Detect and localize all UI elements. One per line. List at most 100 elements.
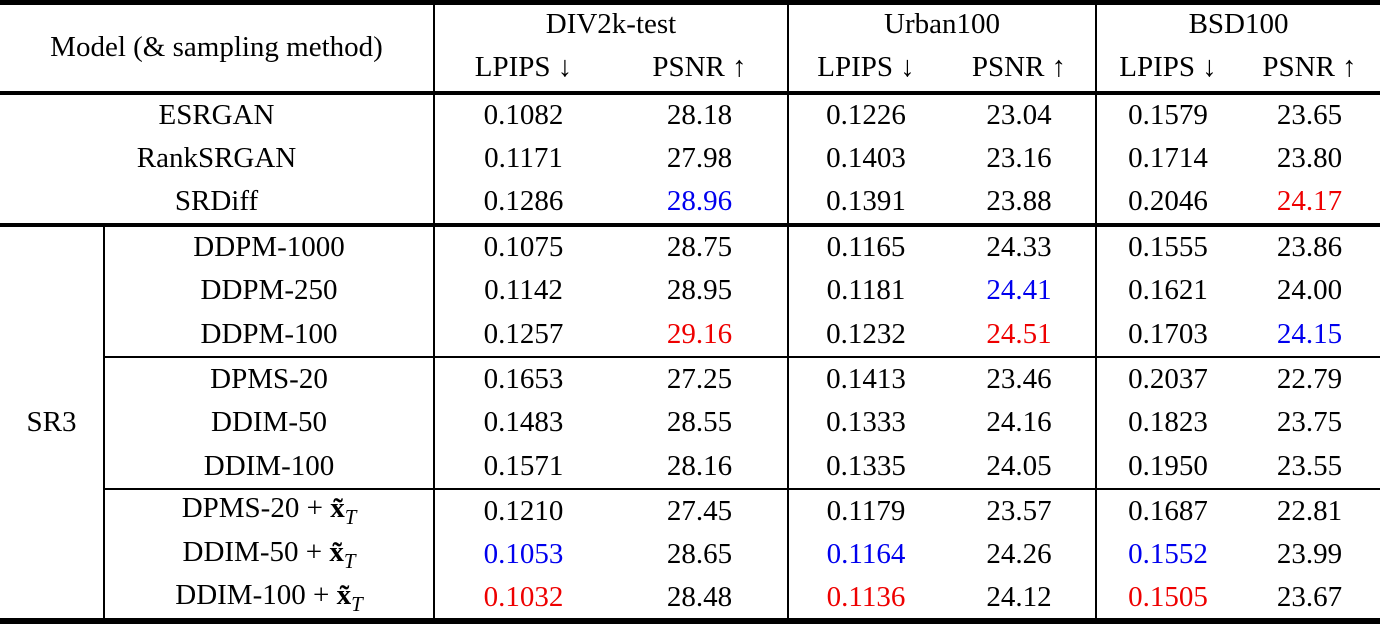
metric-header-psnr: PSNR ↑ bbox=[943, 44, 1098, 95]
model-cell: DDPM-100 bbox=[104, 312, 435, 358]
value-cell: 24.15 bbox=[1239, 312, 1380, 358]
value-cell: 0.2046 bbox=[1096, 180, 1240, 227]
model-column-header: Model (& sampling method) bbox=[0, 2, 435, 95]
value-cell: 22.79 bbox=[1276, 362, 1343, 395]
value-cell: 27.98 bbox=[612, 136, 790, 181]
value-cell: 0.1403 bbox=[826, 142, 906, 175]
value-cell: 0.1164 bbox=[826, 538, 906, 571]
value-cell: 28.95 bbox=[612, 268, 790, 313]
table-row: DDIM-50 + x̃T 0.1053 28.65 0.1164 24.26 … bbox=[0, 532, 1380, 577]
value-cell: 28.18 bbox=[612, 92, 790, 137]
model-cell: DDIM-100 + x̃T bbox=[104, 576, 435, 621]
model-cell: DDIM-100 bbox=[104, 444, 435, 490]
dataset-header-div2k: DIV2k-test bbox=[434, 2, 790, 45]
value-cell: 0.1579 bbox=[1128, 99, 1208, 132]
value-cell: 24.16 bbox=[943, 400, 1098, 445]
table-row: DDIM-50 0.1483 28.55 0.1333 24.16 0.1823… bbox=[0, 400, 1380, 445]
value-cell: 23.86 bbox=[1276, 231, 1343, 264]
value-cell: 0.1413 bbox=[826, 362, 906, 395]
model-cell: RankSRGAN bbox=[0, 136, 435, 181]
value-cell: 24.05 bbox=[943, 444, 1098, 490]
value-cell: 0.1181 bbox=[826, 274, 906, 307]
value-cell: 0.1950 bbox=[1096, 444, 1240, 490]
value-cell: 0.1714 bbox=[1128, 142, 1208, 175]
value-cell: 23.67 bbox=[1276, 580, 1343, 613]
model-cell: SRDiff bbox=[0, 180, 435, 227]
value-cell: 0.1703 bbox=[1096, 312, 1240, 358]
value-cell: 0.1823 bbox=[1128, 406, 1208, 439]
value-cell: 0.1136 bbox=[826, 580, 906, 613]
model-label: DDIM-50 + bbox=[182, 535, 330, 568]
xtilde-symbol: x̃ bbox=[336, 578, 352, 611]
dataset-header-bsd100: BSD100 bbox=[1188, 8, 1289, 41]
value-cell: 28.75 bbox=[612, 224, 790, 269]
value-cell: 0.1142 bbox=[484, 274, 563, 307]
table-row: DDPM-100 0.1257 29.16 0.1232 24.51 0.170… bbox=[0, 312, 1380, 358]
model-cell: ESRGAN bbox=[0, 92, 435, 137]
value-cell: 0.1075 bbox=[483, 231, 564, 264]
value-cell: 23.04 bbox=[943, 92, 1098, 137]
value-cell: 24.41 bbox=[943, 268, 1098, 313]
header-row-metrics: LPIPS ↓ PSNR ↑ LPIPS ↓ PSNR ↑ LPIPS ↓ PS… bbox=[0, 44, 1380, 95]
model-cell: DPMS-20 + x̃T bbox=[104, 488, 435, 533]
metric-header-lpips: LPIPS ↓ bbox=[434, 44, 612, 95]
value-cell: 23.46 bbox=[943, 356, 1098, 401]
subscript-T: T bbox=[344, 505, 357, 530]
value-cell: 28.96 bbox=[612, 180, 790, 227]
value-cell: 0.1621 bbox=[1128, 274, 1208, 307]
value-cell: 27.25 bbox=[612, 356, 790, 401]
header-row-datasets: Model (& sampling method) DIV2k-test Urb… bbox=[0, 2, 1380, 95]
value-cell: 23.80 bbox=[1276, 142, 1343, 175]
xtilde-symbol: x̃ bbox=[329, 535, 344, 568]
value-cell: 24.12 bbox=[943, 576, 1098, 621]
value-cell: 28.16 bbox=[612, 444, 790, 490]
value-cell: 23.99 bbox=[1276, 538, 1343, 571]
value-cell: 23.75 bbox=[1276, 406, 1343, 439]
table-row: DDIM-100 0.1571 28.16 0.1335 24.05 0.195… bbox=[0, 444, 1380, 490]
value-cell: 0.2037 bbox=[1128, 362, 1208, 395]
model-group-label: SR3 bbox=[0, 224, 105, 621]
value-cell: 0.1053 bbox=[483, 538, 564, 571]
subscript-T: T bbox=[351, 591, 363, 616]
value-cell: 0.1286 bbox=[434, 180, 612, 227]
dataset-header-urban100: Urban100 bbox=[788, 2, 1098, 45]
value-cell: 23.55 bbox=[1239, 444, 1380, 490]
value-cell: 22.81 bbox=[1276, 494, 1343, 527]
value-cell: 0.1179 bbox=[826, 494, 906, 527]
model-cell: DDIM-50 bbox=[104, 400, 435, 445]
xtilde-symbol: x̃ bbox=[330, 492, 345, 525]
value-cell: 24.33 bbox=[943, 224, 1098, 269]
value-cell: 0.1082 bbox=[483, 99, 564, 132]
value-cell: 24.17 bbox=[1239, 180, 1380, 227]
table-row: RankSRGAN 0.1171 27.98 0.1403 23.16 0.17… bbox=[0, 136, 1380, 181]
value-cell: 0.1505 bbox=[1128, 580, 1208, 613]
model-cell: DDPM-250 bbox=[104, 268, 435, 313]
subscript-T: T bbox=[343, 548, 356, 573]
value-cell: 0.1226 bbox=[826, 99, 906, 132]
model-cell: DDPM-1000 bbox=[104, 224, 435, 269]
table-row: SRDiff 0.1286 28.96 0.1391 23.88 0.2046 … bbox=[0, 180, 1380, 227]
value-cell: 0.1391 bbox=[788, 180, 944, 227]
value-cell: 0.1483 bbox=[483, 406, 564, 439]
value-cell: 0.1653 bbox=[483, 362, 564, 395]
model-cell: DDIM-50 + x̃T bbox=[104, 532, 435, 577]
value-cell: 23.65 bbox=[1276, 99, 1343, 132]
value-cell: 0.1571 bbox=[434, 444, 612, 490]
metric-header-lpips: LPIPS ↓ bbox=[788, 44, 944, 95]
value-cell: 23.57 bbox=[943, 488, 1098, 533]
table-row: DDIM-100 + x̃T 0.1032 28.48 0.1136 24.12… bbox=[0, 576, 1380, 621]
value-cell: 0.1032 bbox=[483, 580, 564, 613]
value-cell: 0.1171 bbox=[484, 142, 563, 175]
value-cell: 29.16 bbox=[612, 312, 790, 358]
value-cell: 23.16 bbox=[943, 136, 1098, 181]
value-cell: 23.88 bbox=[943, 180, 1098, 227]
value-cell: 0.1165 bbox=[826, 231, 906, 264]
table-row: DPMS-20 0.1653 27.25 0.1413 23.46 0.2037… bbox=[0, 356, 1380, 401]
table-row: SR3 DDPM-1000 0.1075 28.75 0.1165 24.33 … bbox=[0, 224, 1380, 621]
value-cell: 28.55 bbox=[612, 400, 790, 445]
value-cell: 24.51 bbox=[943, 312, 1098, 358]
metric-header-psnr: PSNR ↑ bbox=[612, 44, 790, 95]
metric-header-psnr: PSNR ↑ bbox=[1239, 44, 1380, 95]
model-label: DPMS-20 + bbox=[181, 492, 331, 525]
